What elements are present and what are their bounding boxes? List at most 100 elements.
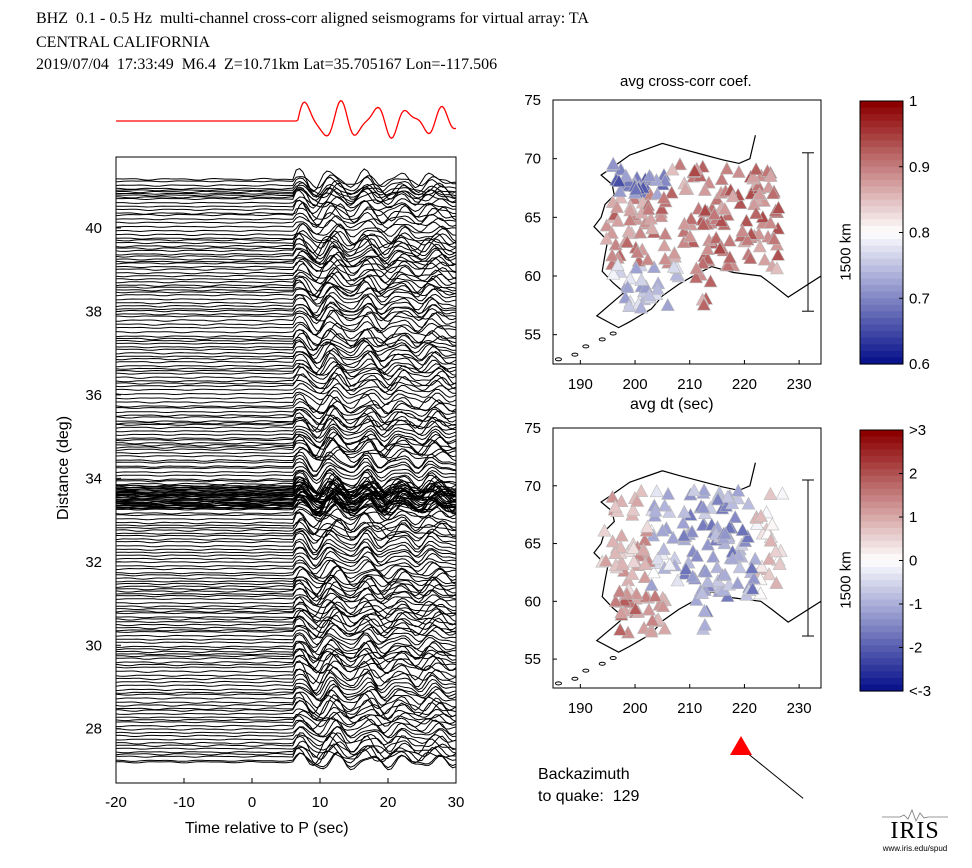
record-ytick-label: 36 xyxy=(85,387,102,404)
map-dt-station xyxy=(655,523,670,537)
trace-7 xyxy=(116,732,456,753)
trace-63 xyxy=(116,565,456,584)
iris-logo-word: IRIS xyxy=(890,818,940,844)
map-dt-station xyxy=(634,483,649,497)
trace-134 xyxy=(116,426,456,443)
map-dt-station xyxy=(644,577,659,591)
backazimuth-line2: to quake: 129 xyxy=(538,788,640,805)
map-dt-station xyxy=(605,534,620,548)
map-dt-station xyxy=(670,573,685,587)
trace-176 xyxy=(116,294,456,314)
map-corr-station xyxy=(620,234,635,248)
trace-87 xyxy=(116,497,456,516)
map-corr-station xyxy=(757,252,772,266)
map-corr-station xyxy=(739,213,754,227)
map-dt-station xyxy=(762,551,777,565)
map-corr-station xyxy=(695,255,710,269)
trace-77 xyxy=(116,519,456,540)
record-ytick-label: 40 xyxy=(85,220,102,237)
trace-43 xyxy=(116,622,456,638)
trace-31 xyxy=(116,653,456,675)
map-dt-station xyxy=(605,489,620,503)
colorbar-corr-tick-label: 0.8 xyxy=(909,225,930,242)
trace-51 xyxy=(116,601,456,616)
map-dt-xtick-label: 200 xyxy=(623,700,648,717)
map-corr-station xyxy=(623,271,638,285)
record-section-frame xyxy=(115,156,457,784)
map-corr-station xyxy=(689,261,704,275)
map-dt-station xyxy=(657,498,672,512)
map-dt-station xyxy=(648,503,663,517)
trace-139 xyxy=(116,412,456,433)
map-dt-station xyxy=(626,554,641,568)
map-corr-ytick-label: 75 xyxy=(524,92,541,109)
trace-37 xyxy=(116,639,456,660)
map-dt-island-3 xyxy=(598,661,606,666)
map-dt-station xyxy=(678,561,693,575)
map-corr-station xyxy=(672,157,687,171)
map-dt-station xyxy=(745,581,760,595)
map-corr-station xyxy=(630,245,645,258)
record-xtick-label: -20 xyxy=(105,794,127,811)
trace-207 xyxy=(116,199,456,222)
map-corr-station xyxy=(771,200,786,214)
record-xtick-label: -10 xyxy=(173,794,195,811)
trace-2 xyxy=(116,747,456,767)
map-corr-station xyxy=(669,267,684,281)
trace-159 xyxy=(116,349,456,365)
trace-193 xyxy=(116,244,456,264)
map-corr-station xyxy=(770,261,785,275)
map-dt-station xyxy=(638,557,653,570)
trace-0 xyxy=(116,751,456,771)
map-corr-station xyxy=(687,163,702,177)
trace-146 xyxy=(116,390,456,406)
trace-208 xyxy=(116,199,456,215)
trace-68 xyxy=(116,550,456,569)
map-corr-station xyxy=(735,223,750,237)
trace-121 xyxy=(116,464,456,482)
map-dt-station xyxy=(650,551,665,565)
map-dt-station xyxy=(744,560,759,574)
map-corr-station xyxy=(682,229,697,243)
map-dt-station xyxy=(676,528,691,542)
map-corr-station xyxy=(642,288,657,302)
map-corr-station xyxy=(700,242,715,255)
trace-8 xyxy=(116,732,456,747)
map-corr-station xyxy=(696,297,711,311)
map-corr-station xyxy=(733,196,748,210)
trace-20 xyxy=(116,692,456,715)
trace-217 xyxy=(116,176,456,197)
map-dt-station xyxy=(685,569,700,583)
map-corr-xtick-label: 230 xyxy=(787,376,812,393)
stacked-trace xyxy=(116,99,457,140)
colorbar-dt-tick-label: <-3 xyxy=(909,683,931,700)
map-corr-station xyxy=(650,186,665,200)
map-dt-ytick-label: 60 xyxy=(524,593,541,610)
trace-210 xyxy=(116,189,456,209)
trace-56 xyxy=(116,587,456,602)
map-corr xyxy=(552,99,822,365)
trace-156 xyxy=(116,357,456,376)
backazimuth-line1: Backazimuth xyxy=(538,766,630,783)
map-dt-station xyxy=(628,601,643,615)
map-dt-station xyxy=(615,557,630,571)
trace-103 xyxy=(116,483,456,506)
map-dt-station xyxy=(641,602,656,616)
colorbar-dt xyxy=(859,429,904,692)
map-corr-ytick-label: 65 xyxy=(524,209,541,226)
map-corr-station xyxy=(749,162,764,176)
trace-115 xyxy=(116,475,456,497)
trace-47 xyxy=(116,607,456,629)
map-corr-station xyxy=(731,164,746,178)
map-dt-station xyxy=(725,551,740,565)
map-dt-station xyxy=(700,574,715,588)
trace-23 xyxy=(116,683,456,702)
trace-148 xyxy=(116,383,456,396)
map-dt-station xyxy=(775,486,790,500)
map-corr-station xyxy=(599,231,614,245)
trace-120 xyxy=(116,468,456,485)
map-dt-station xyxy=(710,492,725,506)
map-dt-station xyxy=(696,500,711,514)
map-corr-station xyxy=(606,156,621,170)
trace-189 xyxy=(116,255,456,273)
